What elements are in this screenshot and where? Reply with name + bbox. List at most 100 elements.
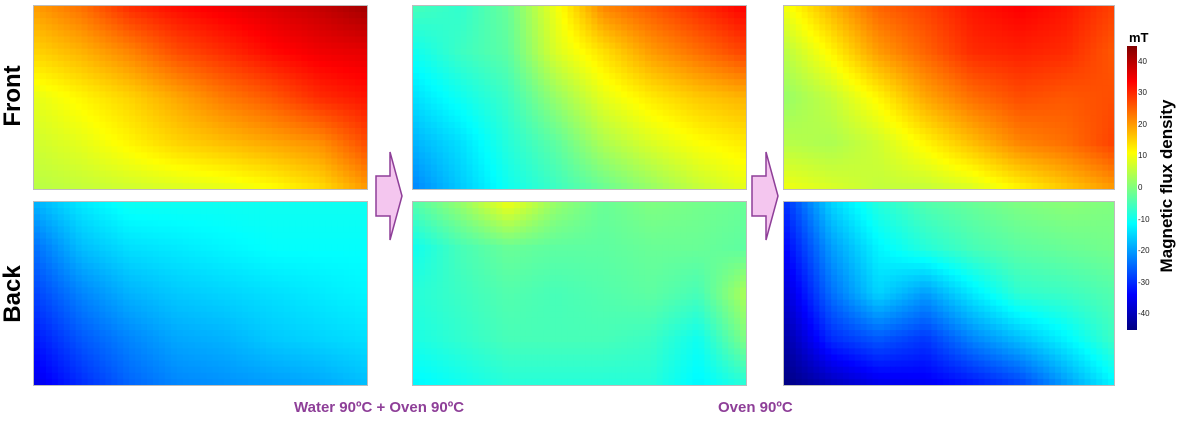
heatmap-cell — [218, 275, 225, 282]
heatmap-cell — [674, 97, 682, 105]
heatmap-cell — [75, 256, 83, 264]
heatmap-cell — [430, 182, 438, 189]
heatmap-cell — [135, 36, 142, 44]
heatmap-cell — [57, 250, 65, 258]
heatmap-cell — [242, 250, 249, 258]
heatmap-cell — [283, 299, 291, 307]
heatmap-cell — [152, 336, 160, 343]
heatmap-cell — [206, 128, 213, 135]
heatmap-cell — [188, 281, 196, 288]
heatmap-cell — [597, 73, 604, 80]
heatmap-cell — [224, 158, 231, 166]
heatmap-cell — [686, 85, 694, 92]
heatmap-cell — [39, 30, 47, 38]
heatmap-cell — [51, 73, 59, 80]
heatmap-cell — [265, 176, 273, 184]
heatmap-cell — [206, 164, 213, 172]
heatmap-cell — [478, 109, 485, 117]
heatmap-cell — [585, 134, 592, 141]
heatmap-cell — [69, 97, 77, 105]
heatmap-cell — [248, 73, 255, 80]
heatmap-cell — [51, 214, 59, 221]
heatmap-cell — [254, 85, 261, 92]
heatmap-cell — [343, 348, 350, 356]
heatmap-cell — [674, 67, 682, 74]
heatmap-cell — [45, 336, 53, 343]
heatmap-cell — [212, 250, 219, 258]
heatmap-cell — [188, 226, 196, 234]
heatmap-cell — [325, 103, 332, 111]
heatmap-cell — [129, 97, 136, 105]
heatmap-cell — [188, 12, 196, 19]
heatmap-cell — [135, 48, 142, 56]
heatmap-cell — [111, 378, 118, 385]
heatmap-cell — [87, 311, 95, 319]
heatmap-cell — [265, 317, 273, 325]
heatmap-cell — [722, 67, 729, 74]
heatmap-cell — [603, 85, 610, 92]
heatmap-cell — [242, 354, 249, 362]
heatmap-cell — [525, 176, 533, 184]
heatmap-cell — [627, 60, 634, 68]
heatmap-cell — [271, 6, 279, 13]
heatmap-cell — [307, 67, 315, 74]
heatmap-cell — [638, 67, 646, 74]
heatmap-cell — [525, 158, 533, 166]
heatmap-cell — [277, 348, 285, 356]
heatmap-cell — [585, 60, 592, 68]
heatmap-cell — [230, 263, 237, 270]
heatmap-cell — [413, 6, 420, 13]
heatmap-cell — [99, 311, 106, 319]
heatmap-cell — [39, 158, 47, 166]
heatmap-cell — [39, 305, 47, 313]
heatmap-cell — [194, 121, 202, 129]
heatmap-cell — [230, 232, 237, 240]
heatmap-cell — [337, 73, 344, 80]
heatmap-cell — [424, 91, 432, 99]
heatmap-cell — [585, 176, 592, 184]
heatmap-cell — [152, 109, 160, 117]
heatmap-cell — [454, 158, 462, 166]
heatmap-cell — [164, 281, 172, 288]
heatmap-cell — [514, 152, 521, 160]
heatmap-cell — [135, 6, 142, 13]
heatmap-cell — [87, 275, 95, 282]
heatmap-cell — [520, 128, 527, 135]
heatmap-cell — [129, 134, 136, 141]
heatmap-cell — [591, 164, 598, 172]
heatmap-cell — [361, 208, 367, 215]
heatmap-cell — [448, 91, 456, 99]
heatmap-cell — [442, 128, 450, 135]
heatmap-cell — [135, 354, 142, 362]
heatmap-cell — [259, 208, 267, 215]
heatmap-cell — [57, 91, 65, 99]
heatmap-cell — [176, 348, 184, 356]
heatmap-cell — [164, 214, 172, 221]
heatmap-cell — [45, 170, 53, 178]
heatmap-cell — [692, 48, 700, 56]
heatmap-cell — [289, 30, 297, 38]
heatmap-cell — [170, 36, 178, 44]
heatmap-cell — [206, 354, 213, 362]
heatmap-cell — [424, 128, 432, 135]
heatmap-cell — [277, 317, 285, 325]
heatmap-cell — [716, 48, 723, 56]
heatmap-cell — [57, 103, 65, 111]
heatmap-cell — [75, 378, 83, 385]
heatmap-cell — [218, 115, 225, 123]
heatmap-cell — [170, 220, 178, 227]
heatmap-cell — [212, 305, 219, 313]
heatmap-cell — [51, 36, 59, 44]
heatmap-cell — [722, 36, 729, 44]
heatmap-cell — [248, 360, 255, 368]
heatmap-cell — [69, 202, 77, 209]
heatmap-cell — [34, 348, 41, 356]
heatmap-cell — [224, 170, 231, 178]
heatmap-cell — [271, 121, 279, 129]
heatmap-cell — [259, 54, 267, 62]
heatmap-cell — [301, 152, 309, 160]
heatmap-cell — [188, 42, 196, 50]
heatmap-cell — [248, 182, 255, 189]
heatmap-cell — [164, 360, 172, 368]
heatmap-cell — [355, 121, 362, 129]
